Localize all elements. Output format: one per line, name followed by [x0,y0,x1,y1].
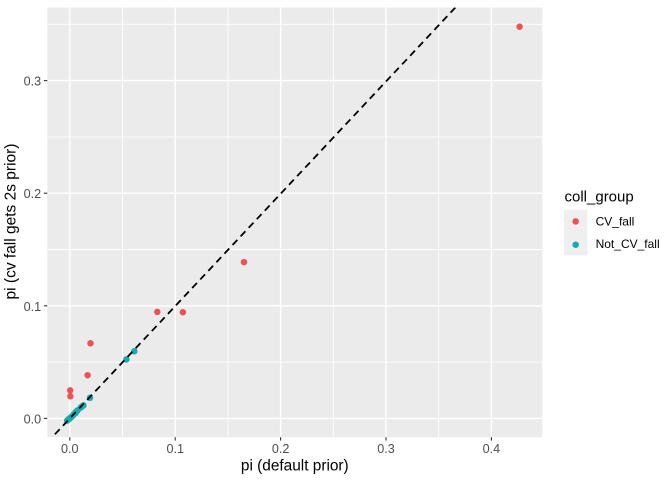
svg-text:pi (default prior): pi (default prior) [241,458,349,475]
svg-text:0.3: 0.3 [377,442,395,456]
svg-text:0.4: 0.4 [483,442,501,456]
svg-text:0.0: 0.0 [24,412,42,426]
svg-text:0.2: 0.2 [272,442,290,456]
svg-text:Not_CV_fall: Not_CV_fall [596,237,660,251]
svg-text:0.3: 0.3 [24,75,42,89]
svg-text:pi (cv fall gets 2s prior): pi (cv fall gets 2s prior) [2,144,19,300]
svg-text:0.1: 0.1 [166,442,184,456]
svg-text:0.1: 0.1 [24,300,42,314]
svg-text:CV_fall: CV_fall [596,214,635,228]
svg-text:0.2: 0.2 [24,187,42,201]
svg-text:coll_group: coll_group [565,188,634,205]
svg-text:0.0: 0.0 [61,442,79,456]
